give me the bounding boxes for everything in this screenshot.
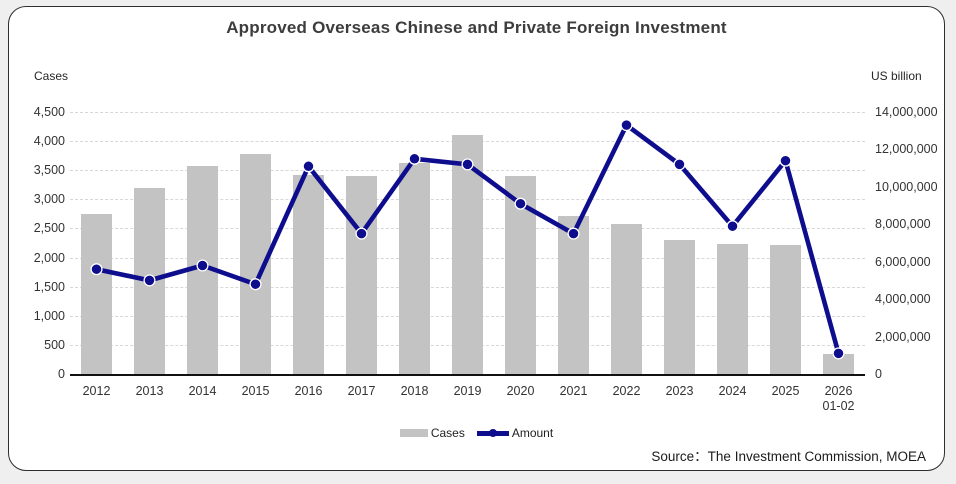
x-tick-label: 2017 [347,384,376,398]
right-axis-title: US billion [871,69,922,83]
line-point-1 [143,274,156,287]
x-tick-label: 2014 [188,384,217,398]
legend-label-cases: Cases [430,426,465,440]
x-tick-label: 2013 [135,384,164,398]
x-tick-label: 2015 [241,384,270,398]
bar [346,176,377,374]
legend-item-cases: Cases [399,426,465,440]
bar [293,174,324,374]
right-tick-label: 10,000,000 [875,179,938,194]
line-point-12 [726,220,739,233]
legend-label-amount: Amount [511,426,554,440]
x-tick-label: 2012 [82,384,111,398]
line-point-9 [567,227,580,240]
x-tick-label: 2021 [559,384,588,398]
left-tick-label: 4,500 [33,105,65,119]
x-tick-label: 2016 [294,384,323,398]
bar [664,240,695,374]
right-tick-label: 8,000,000 [875,217,931,232]
left-tick-label: 1,500 [33,279,65,294]
bar [452,135,483,374]
bar [770,245,801,374]
right-tick-label: 4,000,000 [875,292,931,307]
line-point-14 [832,347,845,360]
line-point-0 [90,263,103,276]
right-tick-label: 2,000,000 [875,329,931,344]
line-point-10 [620,119,633,132]
left-tick-label: 0 [58,367,65,381]
x-tick-label: 2022 [612,384,641,398]
x-tick-label: 2020 [506,384,535,398]
left-tick-label: 3,000 [33,192,65,207]
left-tick-label: 2,500 [33,221,65,236]
x-tick-label: 2018 [400,384,429,398]
legend-item-amount: Amount [476,426,554,440]
x-tick-label: 2024 [718,384,747,398]
x-tick-label: 2019 [453,384,482,398]
left-tick-label: 1,000 [33,308,65,323]
right-tick-label: 12,000,000 [875,142,938,157]
left-tick-label: 4,000 [33,134,65,149]
left-tick-label: 3,500 [33,163,65,178]
line-layer [90,119,845,360]
chart-card: Approved Overseas Chinese and Private Fo… [8,6,945,471]
legend: Cases Amount [9,426,944,440]
chart-title: Approved Overseas Chinese and Private Fo… [226,18,727,37]
bar [823,354,854,374]
bar [717,244,748,374]
line-point-5 [355,227,368,240]
bar [81,213,112,374]
right-tick-label: 0 [875,367,882,381]
plot-area [70,112,865,376]
line-point-3 [249,278,262,291]
x-tick-label: 2023 [665,384,694,398]
right-tick-label: 6,000,000 [875,254,931,269]
amount-marker-icon [488,429,497,437]
x-tick-label: 2025 [771,384,800,398]
line-point-8 [514,197,527,210]
line-point-6 [408,152,421,165]
line-point-13 [779,154,792,167]
bar [399,163,430,374]
cases-swatch-icon [399,429,428,437]
left-axis-title: Cases [34,69,69,83]
bar [611,224,642,374]
source-text: Source：The Investment Commission, MOEA [651,449,926,464]
line-point-2 [196,259,209,272]
x-tick-label: 2026 01-02 [822,384,855,413]
line-point-11 [673,158,686,171]
left-tick-label: 500 [44,337,65,352]
line-point-7 [461,158,474,171]
bar [558,215,589,374]
right-tick-label: 14,000,000 [875,105,938,119]
amount-swatch-icon [476,429,509,437]
gridline [70,112,865,113]
left-tick-label: 2,000 [33,250,65,265]
line-point-4 [302,160,315,173]
